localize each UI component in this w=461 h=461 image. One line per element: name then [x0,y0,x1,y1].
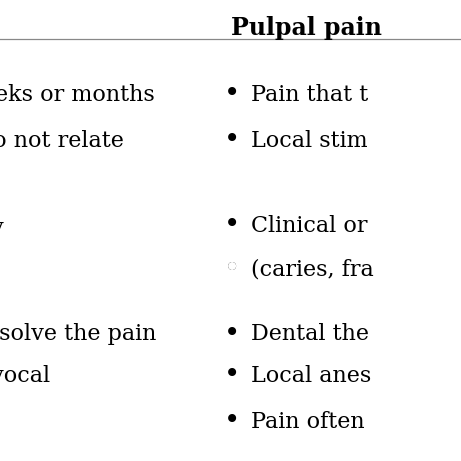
Text: Pain often: Pain often [251,411,365,433]
Text: •: • [224,408,240,435]
Text: •: • [224,81,240,108]
Text: vocal: vocal [0,365,50,387]
Text: eks or months: eks or months [0,83,155,106]
Text: •: • [224,321,240,348]
Text: lo not relate: lo not relate [0,130,124,152]
Text: •: • [224,362,240,389]
Text: •: • [224,256,240,283]
Text: •: • [224,127,240,154]
Text: Local anes: Local anes [251,365,372,387]
Text: Dental the: Dental the [251,323,369,345]
Text: esolve the pain: esolve the pain [0,323,157,345]
Text: Clinical or: Clinical or [251,215,368,237]
Text: Pain that t: Pain that t [251,83,368,106]
Text: Pulpal pain: Pulpal pain [230,16,381,40]
Text: •: • [224,256,240,283]
Text: (caries, fra: (caries, fra [251,259,374,281]
Text: ): ) [0,14,2,38]
Text: y: y [0,217,4,239]
Text: •: • [224,213,240,239]
Text: Local stim: Local stim [251,130,368,152]
